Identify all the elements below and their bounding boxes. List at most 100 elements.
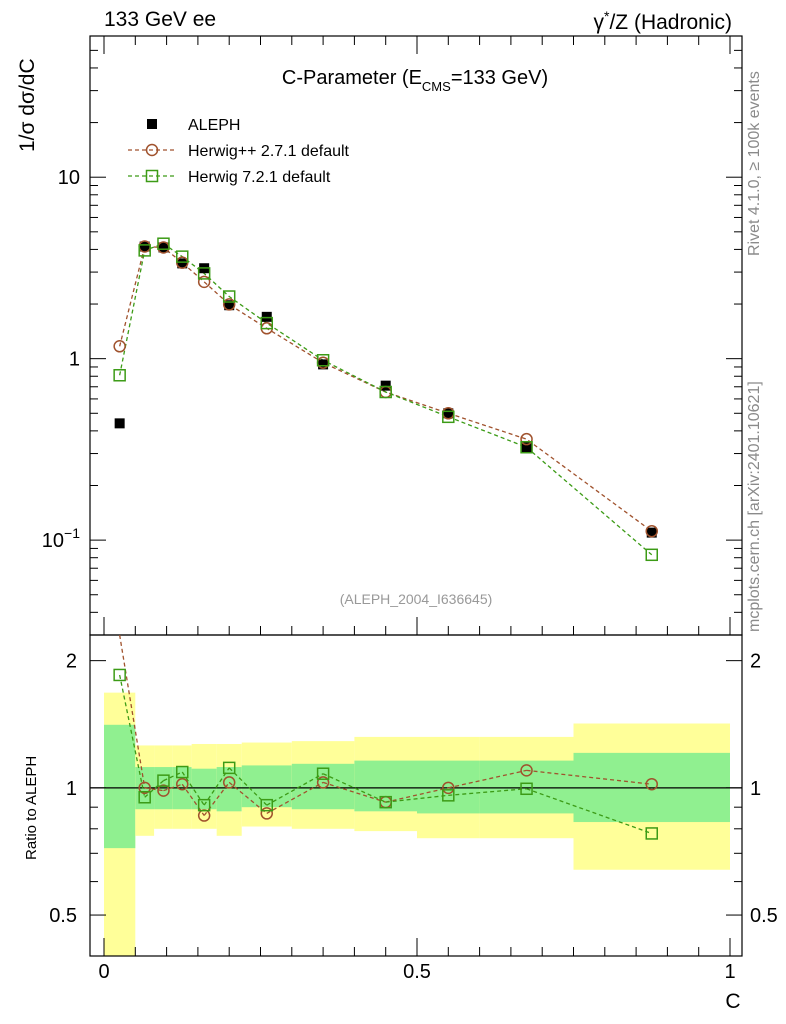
marker-2-3 <box>176 250 189 263</box>
marker-1-0 <box>113 340 126 353</box>
marker-1-11 <box>645 524 658 538</box>
line-ratio-0 <box>385 787 449 803</box>
x-tick-label-0: 0 <box>98 961 109 983</box>
marker-1-10 <box>520 432 533 446</box>
line-ratio-0 <box>119 634 146 788</box>
y-tick-label-top-1: 1 <box>69 349 80 371</box>
ratio-marker-1-9 <box>442 789 455 802</box>
header-left: 133 GeV ee <box>104 8 217 31</box>
marker-2-7 <box>316 354 330 367</box>
ratio-marker-1-0 <box>113 668 126 682</box>
marker-2-8 <box>379 385 392 399</box>
band-stat-8 <box>354 760 417 812</box>
line-ratio-1 <box>385 794 449 803</box>
marker-2-11 <box>645 548 658 562</box>
line-ratio-0 <box>322 781 386 803</box>
legend-marker-0 <box>147 119 157 129</box>
legend-label-2: Herwig 7.2.1 default <box>188 169 331 186</box>
ratio-frame <box>89 634 743 957</box>
y-axis-label-top: 1/σ dσ/dC <box>16 58 39 152</box>
line-top-2 <box>119 242 653 556</box>
ratio-marker-1-1 <box>138 791 151 804</box>
marker-0-6 <box>261 311 272 322</box>
line-ratio-0 <box>228 781 268 814</box>
line-ratio-0 <box>144 787 164 792</box>
header-right-tail: /Z (Hadronic) <box>609 11 732 34</box>
y-tick-label-ratio-r-1: 1 <box>750 778 761 800</box>
ratio-marker-0-1 <box>138 781 151 795</box>
ratio-marker-1-11 <box>645 827 658 840</box>
chart-title-tail: =133 GeV) <box>451 67 548 89</box>
line-ratio-1 <box>163 771 183 782</box>
marker-0-11 <box>646 527 657 538</box>
x-axis-label: C <box>725 990 740 1013</box>
ratio-marker-1-5 <box>222 761 236 775</box>
band-stat-0 <box>104 724 136 849</box>
analysis-tag: (ALEPH_2004_I636645) <box>340 591 493 607</box>
ratio-marker-1-2 <box>157 774 170 787</box>
marker-2-5 <box>222 290 236 303</box>
ratio-marker-0-11 <box>645 777 658 791</box>
legend-marker-1 <box>145 143 159 157</box>
y-tick-label-top-2: 10−1 <box>42 525 80 552</box>
y-tick-label-ratio-r-0: 0.5 <box>750 905 778 927</box>
line-ratio-1 <box>322 773 386 803</box>
line-ratio-1 <box>526 788 652 835</box>
line-ratio-0 <box>448 769 527 789</box>
ratio-marker-0-2 <box>157 784 170 797</box>
header-right-gamma: γ <box>593 11 605 34</box>
line-ratio-1 <box>266 773 324 806</box>
ratio-marker-0-3 <box>176 777 189 791</box>
marker-2-1 <box>138 244 151 257</box>
chart-title: C-Parameter (ECMS=133 GeV) <box>282 67 548 94</box>
marker-2-0 <box>113 369 126 382</box>
marker-2-4 <box>197 267 211 280</box>
marker-2-2 <box>157 237 170 250</box>
ratio-marker-1-6 <box>260 798 274 812</box>
x-tick-label-2: 1 <box>724 961 735 983</box>
marker-2-10 <box>520 440 533 454</box>
axis-labels: C-Parameter (ECMS=133 GeV) (ALEPH_2004_I… <box>16 58 741 1013</box>
band-stat-9 <box>417 760 480 814</box>
marker-0-0 <box>114 418 125 429</box>
marker-1-5 <box>222 298 236 311</box>
series-markers <box>113 237 658 840</box>
header-right-star: * <box>604 8 610 24</box>
marker-0-3 <box>177 258 188 269</box>
ratio-marker-1-10 <box>520 782 533 796</box>
x-tick-label-1: 0.5 <box>403 961 431 983</box>
marker-0-2 <box>158 242 169 253</box>
ratio-marker-0-6 <box>260 807 274 820</box>
marker-2-9 <box>442 410 455 424</box>
y-tick-label-ratio-r-2: 2 <box>750 651 761 673</box>
ratio-marker-1-3 <box>176 765 189 779</box>
ratio-marker-1-8 <box>379 795 392 809</box>
band-stat-7 <box>291 763 355 810</box>
legend-label-1: Herwig++ 2.7.1 default <box>188 143 350 160</box>
legend-marker-2 <box>145 169 159 183</box>
ratio-marker-1-4 <box>197 798 211 812</box>
axes: 10 1 10−1 0.5 0.5 1 1 2 2 0 0.5 1 <box>42 35 778 983</box>
y-tick-label-top-0: 10 <box>58 167 80 189</box>
line-ratio-1 <box>448 788 527 796</box>
y-axis-label-ratio: Ratio to ALEPH <box>23 756 40 860</box>
line-ratio-1 <box>228 767 268 806</box>
marker-1-4 <box>197 275 211 289</box>
ratio-marker-0-9 <box>442 781 455 795</box>
marker-0-10 <box>521 442 532 453</box>
band-stat-6 <box>241 765 292 808</box>
marker-0-1 <box>139 241 150 252</box>
marker-2-6 <box>260 316 274 330</box>
ratio-bands <box>104 692 730 956</box>
marker-0-9 <box>443 408 454 419</box>
chart-title-sub: CMS <box>422 79 451 94</box>
ratio-marker-0-7 <box>316 776 330 789</box>
ratio-marker-0-10 <box>520 764 533 777</box>
ratio-marker-1-7 <box>316 767 330 780</box>
marker-0-8 <box>380 380 391 391</box>
y-tick-label-ratio-l-2: 2 <box>66 651 77 673</box>
chart-title-main: C-Parameter (E <box>282 67 422 89</box>
legend: ALEPH Herwig++ 2.7.1 default Herwig 7.2.1 … <box>128 117 350 186</box>
header-right: γ*/Z (Hadronic) <box>594 8 732 35</box>
line-ratio-0 <box>163 783 183 792</box>
